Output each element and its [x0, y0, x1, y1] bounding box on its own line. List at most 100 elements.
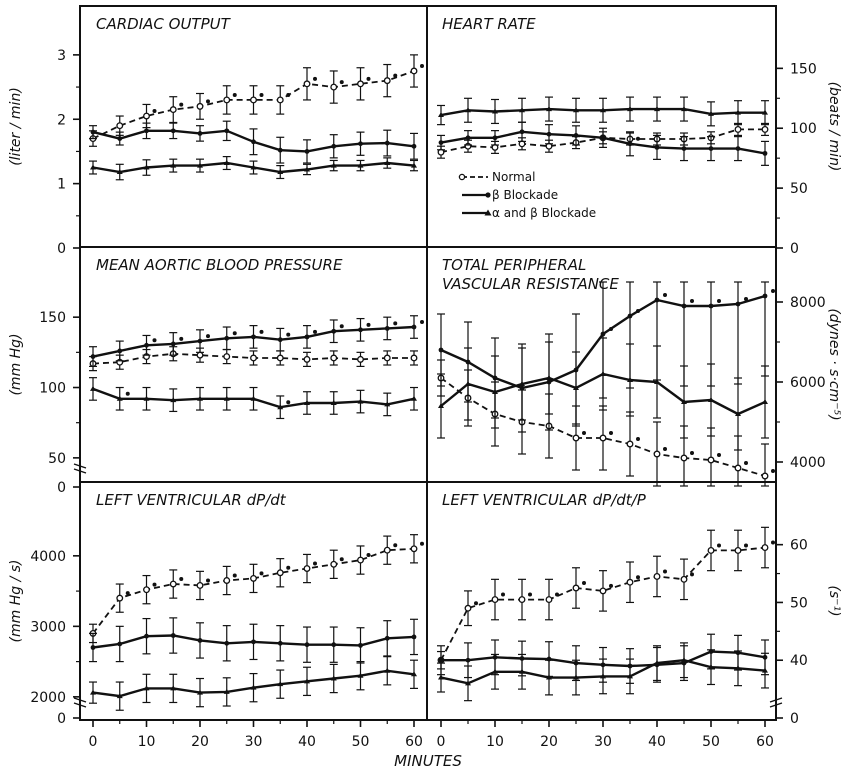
significance-marker: [206, 334, 210, 338]
data-point: [762, 399, 768, 404]
series-Normal: [89, 347, 418, 371]
significance-marker: [609, 327, 613, 331]
significance-marker: [313, 330, 317, 334]
significance-marker: [690, 451, 694, 455]
data-point: [251, 97, 257, 103]
panel-cardiac_output: CARDIAC OUTPUT0123(liter / min): [8, 15, 424, 257]
y-axis-label: (s⁻¹): [826, 585, 842, 616]
data-point: [305, 642, 310, 647]
panel-lv_dpdt: LEFT VENTRICULAR dP/dt 0 2000 3000 4000 (mm H…: [8, 491, 424, 727]
significance-marker: [393, 543, 397, 547]
data-point: [331, 355, 337, 361]
data-point: [735, 548, 741, 554]
significance-marker: [420, 542, 424, 546]
data-point: [466, 658, 471, 663]
data-point: [251, 139, 256, 144]
x-tick-label: 20: [540, 734, 558, 750]
x-tick-label: 30: [594, 734, 612, 750]
series-Normal: [89, 535, 424, 643]
data-point: [117, 136, 122, 141]
y-tick-label: 0: [57, 480, 66, 496]
panel-title: CARDIAC OUTPUT: [96, 15, 232, 33]
series-α and β Blockade: [89, 657, 418, 711]
data-point: [682, 304, 687, 309]
data-point: [304, 81, 310, 87]
data-point: [358, 327, 363, 332]
significance-marker: [393, 74, 397, 78]
data-point: [735, 465, 741, 471]
data-point: [278, 337, 283, 342]
data-point: [170, 107, 176, 113]
data-point: [547, 132, 552, 137]
y-axis-label: (liter / min): [8, 87, 24, 166]
data-point: [384, 355, 390, 361]
panel-heart_rate: HEART RATE050100150(beats / min): [437, 15, 842, 257]
data-point: [465, 605, 471, 611]
data-point: [439, 348, 444, 353]
data-point: [117, 642, 122, 647]
data-point: [412, 635, 417, 640]
series-β Blockade: [89, 618, 418, 663]
significance-marker: [393, 321, 397, 325]
data-point: [198, 339, 203, 344]
data-point: [358, 643, 363, 648]
data-point: [411, 546, 417, 552]
significance-marker: [501, 593, 505, 597]
data-point: [197, 583, 203, 589]
data-point: [384, 78, 390, 84]
data-point: [251, 576, 257, 582]
y-tick-label: 150: [790, 61, 817, 77]
data-point: [305, 149, 310, 154]
significance-marker: [153, 109, 157, 113]
data-point: [251, 334, 256, 339]
panel-title: LEFT VENTRICULAR dP/dt: [96, 491, 287, 509]
y-tick-label: 0: [790, 241, 799, 257]
significance-marker: [636, 137, 640, 141]
data-point: [411, 68, 417, 74]
panel-lv_dpdt_p: LEFT VENTRICULAR dP/dt/P 0 40 50 60 (s⁻¹): [437, 491, 842, 727]
data-point: [358, 81, 364, 87]
data-point: [628, 314, 633, 319]
data-point: [198, 638, 203, 643]
data-point: [198, 131, 203, 136]
data-point: [763, 151, 768, 156]
data-point: [763, 294, 768, 299]
data-point: [305, 334, 310, 339]
significance-marker: [690, 299, 694, 303]
significance-marker: [179, 103, 183, 107]
panel-title: TOTAL PERIPHERAL: [442, 256, 586, 274]
data-point: [171, 342, 176, 347]
significance-marker: [609, 584, 613, 588]
data-point: [277, 355, 283, 361]
data-point: [736, 302, 741, 307]
y-tick-label: 3000: [30, 619, 66, 635]
data-point: [144, 113, 150, 119]
x-tick-label: 10: [486, 734, 504, 750]
data-point: [439, 658, 444, 663]
data-point: [601, 135, 606, 140]
significance-marker: [771, 469, 775, 473]
significance-marker: [340, 557, 344, 561]
data-point: [117, 123, 123, 129]
significance-marker: [744, 297, 748, 301]
significance-marker: [260, 330, 264, 334]
data-point: [91, 354, 96, 359]
significance-marker: [771, 541, 775, 545]
y-tick-label: 0: [790, 711, 799, 727]
significance-marker: [744, 543, 748, 547]
significance-marker: [340, 324, 344, 328]
y-tick-label: 3: [57, 48, 66, 64]
data-point: [331, 329, 336, 334]
data-point: [91, 130, 96, 135]
significance-marker: [313, 562, 317, 566]
significance-marker: [233, 574, 237, 578]
y-tick-label: 0: [57, 711, 66, 727]
data-point: [251, 639, 256, 644]
data-point: [762, 473, 768, 479]
significance-marker: [636, 309, 640, 313]
y-tick-label: 150: [39, 310, 66, 326]
data-point: [197, 104, 203, 110]
y-tick-label: 0: [57, 241, 66, 257]
